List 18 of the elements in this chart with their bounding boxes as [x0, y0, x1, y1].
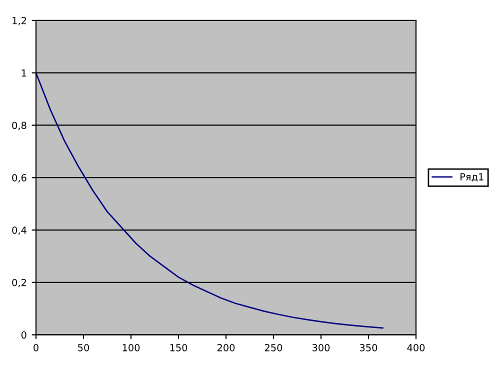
- x-tick-label: 0: [34, 344, 38, 352]
- legend-label: Ряд1: [460, 173, 484, 182]
- x-tick-label: 100: [122, 344, 140, 352]
- x-tick-label: 250: [264, 344, 282, 352]
- y-tick-label: 1,2: [12, 16, 26, 26]
- y-tick-label: 0: [21, 331, 26, 339]
- x-tick-label: 400: [407, 344, 425, 352]
- y-tick-label: 0,2: [12, 278, 26, 288]
- y-tick-label: 1: [22, 69, 26, 77]
- x-tick-label: 50: [78, 344, 90, 352]
- x-tick-label: 200: [217, 344, 235, 352]
- x-tick-label: 350: [360, 344, 378, 352]
- line-series: [36, 72, 384, 329]
- y-tick-label: 0,4: [12, 226, 26, 235]
- y-tick-label: 0,8: [12, 122, 26, 130]
- y-tick-label: 0,6: [12, 174, 26, 182]
- x-tick-label: 150: [170, 344, 188, 352]
- x-tick-label: 300: [312, 344, 330, 352]
